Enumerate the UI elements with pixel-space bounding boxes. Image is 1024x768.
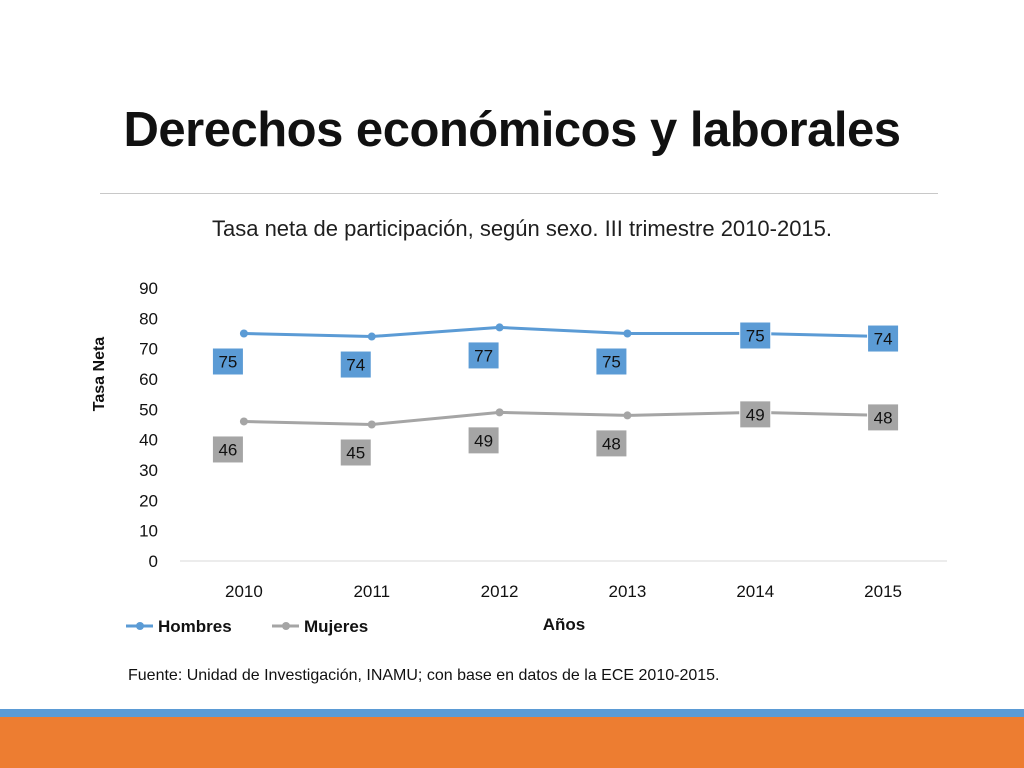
data-label-box [339,438,372,467]
x-tick-label: 2013 [609,582,647,601]
data-label-box [211,347,244,376]
data-point [239,417,248,426]
data-label-box [467,426,500,455]
data-label-box [595,429,628,458]
data-label-box [739,400,772,429]
series-line-hombres [243,325,884,339]
y-tick-label: 70 [139,340,158,359]
data-point [495,323,504,332]
title-divider [100,193,938,194]
data-label-box [867,403,900,432]
data-point [367,332,376,341]
data-label-box [211,435,244,464]
y-axis-title: Tasa Neta [91,337,108,412]
legend-marker [136,622,144,630]
x-tick-label: 2015 [864,582,902,601]
data-point [367,420,376,429]
y-tick-label: 90 [139,279,158,298]
y-tick-label: 40 [139,431,158,450]
data-label: 45 [346,444,365,463]
data-label: 49 [746,405,765,424]
x-tick-label: 2014 [736,582,774,601]
chart-title: Tasa neta de participación, según sexo. … [211,216,833,241]
data-point [623,329,632,338]
data-label-box [467,341,500,370]
data-label: 74 [346,356,365,375]
data-label-box [739,321,772,350]
legend-label: Hombres [158,617,232,636]
x-tick-label: 2010 [225,582,263,601]
y-tick-label: 60 [139,370,158,389]
legend-label: Mujeres [304,617,368,636]
data-label: 75 [218,353,237,372]
x-axis-title: Años [543,615,586,634]
data-label-box [867,324,900,353]
y-tick-label: 10 [139,522,158,541]
data-label: 77 [474,346,493,365]
data-point [495,408,504,417]
y-tick-label: 30 [139,461,158,480]
data-label-box [595,347,628,376]
x-tick-label: 2012 [481,582,519,601]
data-label: 46 [218,440,237,459]
y-tick-label: 50 [139,400,158,419]
data-label: 75 [602,353,621,372]
series-line-mujeres [243,410,884,427]
y-tick-label: 20 [139,491,158,510]
source-note: Fuente: Unidad de Investigación, INAMU; … [128,667,720,684]
y-tick-label: 80 [139,309,158,328]
footer-band-blue [0,709,1024,717]
slide-title: Derechos económicos y laborales [123,103,902,157]
data-label: 48 [874,408,893,427]
data-label: 49 [474,431,493,450]
data-point [239,329,248,338]
data-label-box [339,350,372,379]
legend-marker [282,622,290,630]
footer-band-orange [0,717,1024,768]
y-tick-label: 0 [149,552,158,571]
data-label: 48 [602,434,621,453]
data-label: 74 [874,330,893,349]
data-point [623,411,632,420]
data-label: 75 [746,327,765,346]
x-tick-label: 2011 [353,582,390,601]
